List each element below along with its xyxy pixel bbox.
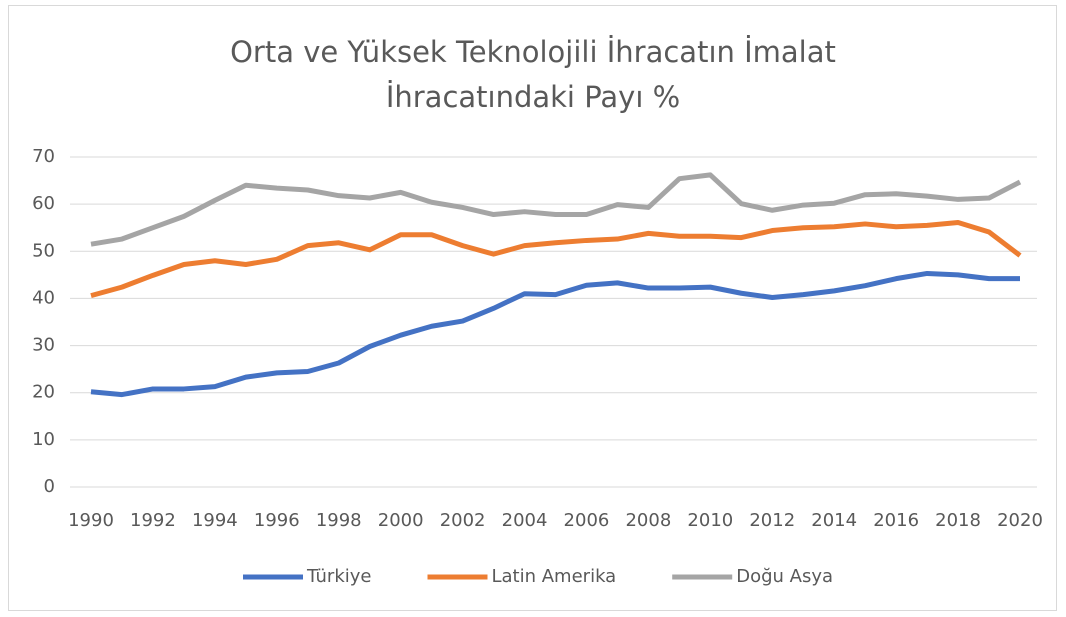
- x-tick-label: 2010: [687, 510, 733, 531]
- x-tick-label: 2008: [625, 510, 671, 531]
- x-tick-label: 2000: [378, 510, 424, 531]
- y-tick-label: 0: [44, 476, 55, 497]
- legend-label: Latin Amerika: [492, 566, 617, 587]
- x-tick-label: 2004: [502, 510, 548, 531]
- x-tick-label: 1992: [130, 510, 176, 531]
- x-tick-label: 2006: [564, 510, 610, 531]
- y-tick-label: 30: [32, 335, 55, 356]
- x-tick-label: 2016: [873, 510, 919, 531]
- y-tick-label: 70: [32, 146, 55, 167]
- x-tick-label: 1998: [316, 510, 362, 531]
- chart-title: Orta ve Yüksek Teknolojili İhracatın İma…: [230, 35, 836, 114]
- y-tick-label: 20: [32, 382, 55, 403]
- legend-label: Doğu Asya: [736, 566, 833, 587]
- line-series: [90, 270, 1020, 398]
- x-tick-label: 2012: [749, 510, 795, 531]
- y-tick-label: 40: [32, 287, 55, 308]
- x-tick-label: 2018: [935, 510, 981, 531]
- x-tick-label: 2020: [997, 510, 1043, 531]
- x-tick-label: 1994: [192, 510, 238, 531]
- chart-frame: [8, 5, 1057, 611]
- y-tick-label: 50: [32, 240, 55, 261]
- legend-label: Türkiye: [306, 566, 372, 587]
- line-series: [90, 220, 1022, 299]
- x-tick-label: 1996: [254, 510, 300, 531]
- x-tick-label: 2014: [811, 510, 857, 531]
- x-tick-label: 1990: [68, 510, 114, 531]
- y-tick-label: 10: [32, 429, 55, 450]
- y-tick-label: 60: [32, 193, 55, 214]
- x-tick-label: 2002: [440, 510, 486, 531]
- line-series: [90, 172, 1022, 247]
